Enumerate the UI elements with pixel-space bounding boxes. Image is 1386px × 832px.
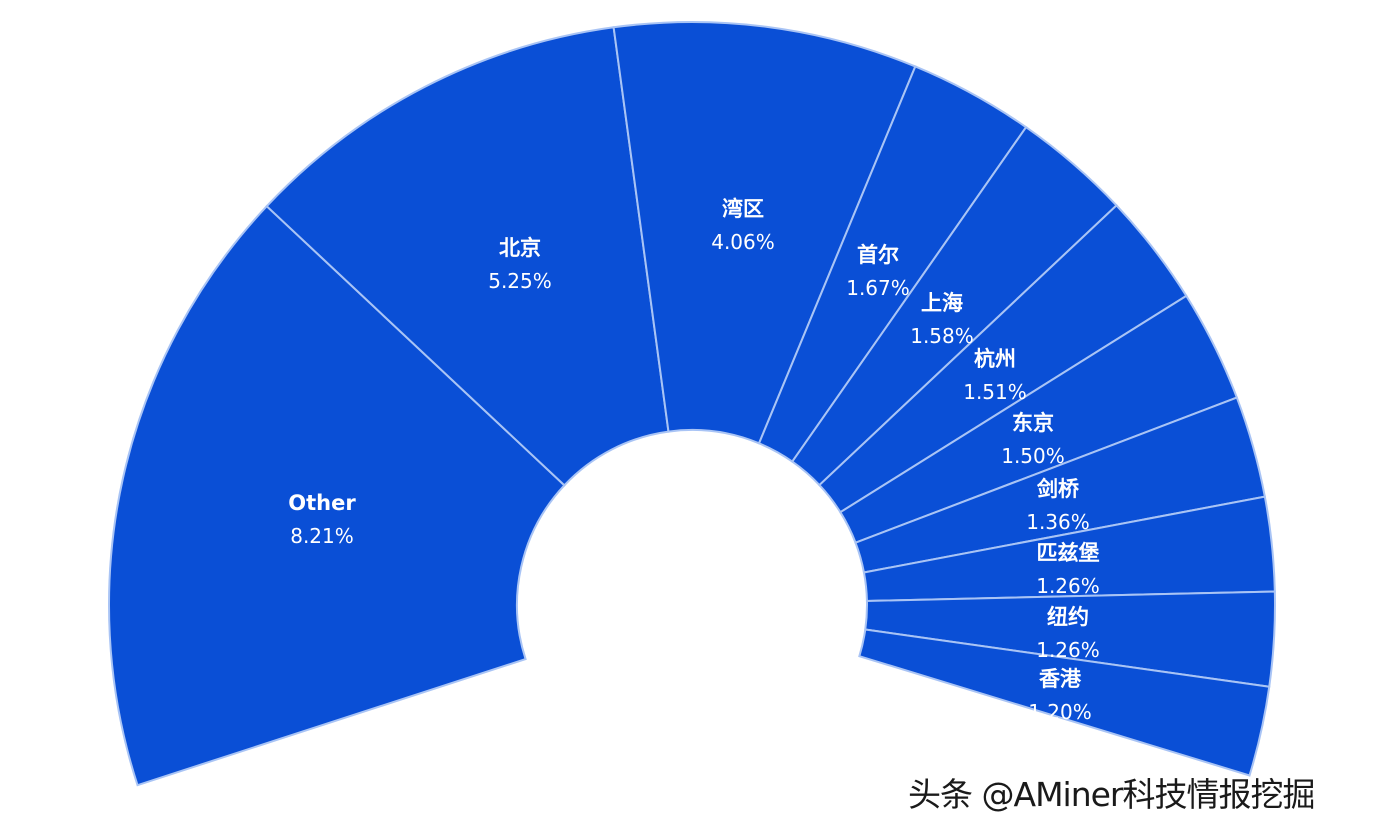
- slice-label-name: 纽约: [1047, 605, 1089, 629]
- slice-1: [265, 26, 670, 487]
- watermark-text: 头条 @AMiner科技情报挖掘: [908, 775, 1315, 814]
- slice-label-value: 1.36%: [1026, 510, 1090, 534]
- slice-label-name: 匹兹堡: [1037, 541, 1100, 565]
- slice-label-name: 香港: [1039, 667, 1082, 691]
- slice-0: [108, 204, 566, 787]
- slice-label-value: 1.50%: [1001, 444, 1065, 468]
- slice-label-value: 1.20%: [1028, 700, 1092, 724]
- slice-label-value: 8.21%: [290, 524, 354, 548]
- slice-label-value: 1.67%: [846, 276, 910, 300]
- slice-label-name: 剑桥: [1036, 477, 1080, 501]
- slice-label-value: 4.06%: [711, 230, 775, 254]
- slice-label-name: 湾区: [722, 197, 764, 221]
- slice-label-value: 1.26%: [1036, 638, 1100, 662]
- slice-label-name: 北京: [499, 236, 541, 260]
- slice-label-value: 5.25%: [488, 269, 552, 293]
- slice-10: [858, 628, 1271, 777]
- slice-label-name: 东京: [1012, 411, 1054, 435]
- slice-label-name: 杭州: [974, 347, 1016, 371]
- slice-label-value: 1.51%: [963, 380, 1027, 404]
- slice-label-name: 上海: [921, 291, 963, 315]
- slice-2: [612, 21, 917, 445]
- slice-label-name: 首尔: [857, 243, 899, 267]
- chart-labels: Other 8.21% 北京 5.25% 湾区 4.06% 首尔 1.67% 上海 1.58%杭州…: [288, 197, 1100, 724]
- chart-slices: [108, 21, 1276, 787]
- slice-label-value: 1.26%: [1036, 574, 1100, 598]
- slice-label-name: Other: [288, 491, 356, 515]
- slice-label-value: 1.58%: [910, 324, 974, 348]
